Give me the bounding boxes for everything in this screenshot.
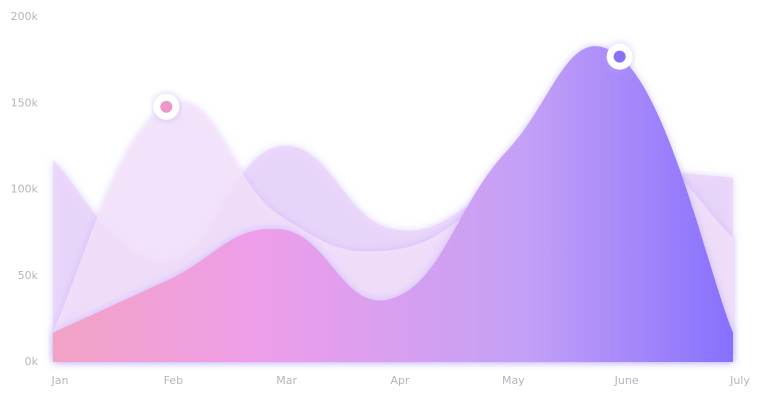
x-tick-label: Apr	[390, 374, 410, 387]
y-tick-label: 200k	[11, 10, 39, 23]
x-tick-label: June	[614, 374, 639, 387]
x-tick-label: Mar	[276, 374, 297, 387]
x-tick-label: May	[502, 374, 525, 387]
x-tick-label: Jan	[51, 374, 69, 387]
marker	[160, 100, 173, 113]
x-tick-label: Feb	[164, 374, 183, 387]
y-tick-label: 0k	[25, 355, 39, 368]
x-tick-label: July	[729, 374, 750, 387]
y-tick-label: 50k	[18, 269, 39, 282]
y-tick-label: 100k	[11, 183, 39, 196]
y-tick-label: 150k	[11, 96, 39, 109]
area	[53, 46, 733, 362]
marker	[613, 50, 626, 63]
